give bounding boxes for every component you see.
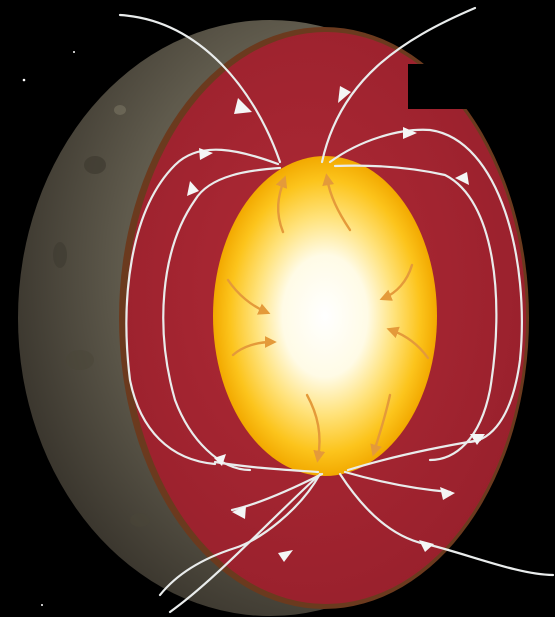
star-icon [22,78,26,82]
star-icon [73,51,75,53]
core-flow-arrows [226,173,430,463]
planet-core [213,156,437,476]
star-icon [41,604,43,606]
field-line-arrow-icon [187,86,485,562]
background-notch [408,64,468,109]
